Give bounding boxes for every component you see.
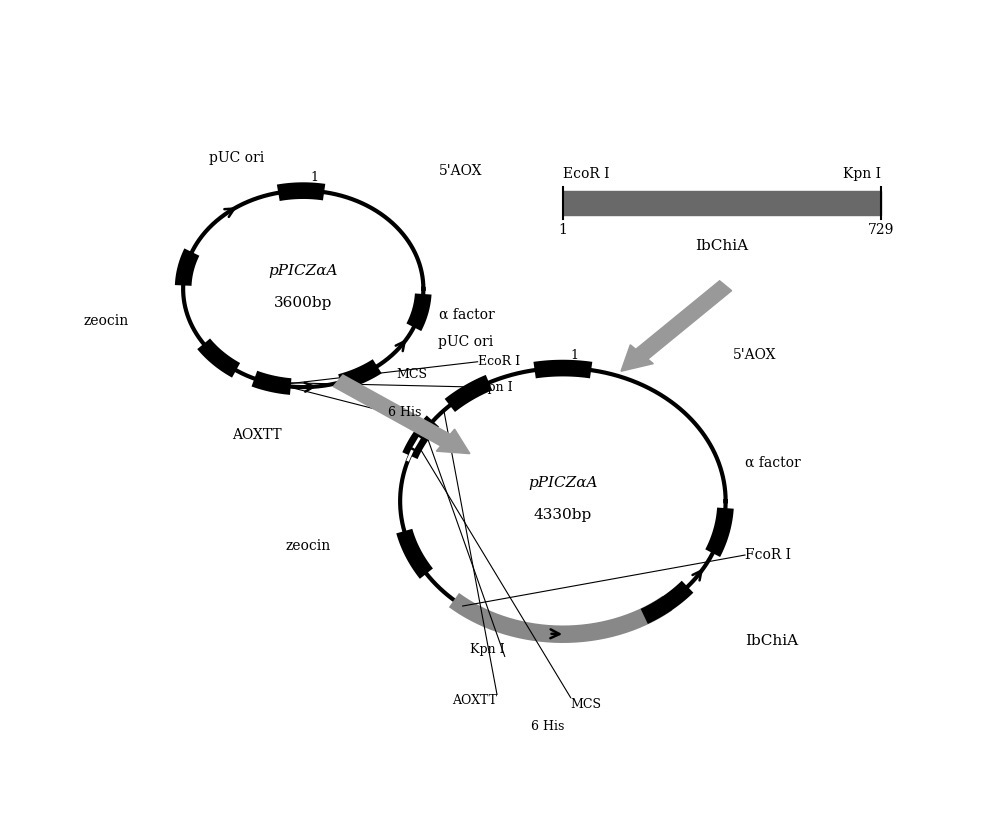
Text: pPICZαA: pPICZαA (268, 264, 338, 278)
Text: 4330bp: 4330bp (534, 508, 592, 522)
Text: α factor: α factor (745, 456, 801, 470)
Text: 3600bp: 3600bp (274, 295, 332, 309)
FancyArrow shape (621, 281, 732, 371)
Text: IbChiA: IbChiA (695, 239, 748, 253)
Text: FcoR I: FcoR I (745, 548, 791, 562)
Text: 6 His: 6 His (531, 720, 564, 732)
Text: pUC ori: pUC ori (438, 335, 493, 349)
Text: pUC ori: pUC ori (209, 151, 264, 165)
Text: EcoR I: EcoR I (563, 167, 609, 181)
Text: MCS: MCS (396, 368, 427, 381)
Text: zeocin: zeocin (285, 538, 330, 552)
Text: EcoR I: EcoR I (478, 356, 520, 368)
Text: AOXTT: AOXTT (232, 428, 282, 442)
Text: Kpn I: Kpn I (470, 644, 505, 657)
Text: 5'AOX: 5'AOX (439, 164, 482, 178)
Text: Kpn I: Kpn I (478, 380, 512, 393)
Text: 1: 1 (310, 171, 318, 184)
Text: 729: 729 (867, 223, 894, 237)
Text: Kpn I: Kpn I (843, 167, 881, 181)
Text: α factor: α factor (439, 307, 495, 321)
Text: AOXTT: AOXTT (452, 695, 497, 708)
Text: 6 His: 6 His (388, 406, 422, 419)
FancyArrow shape (333, 375, 470, 453)
Text: pPICZαA: pPICZαA (528, 477, 598, 491)
Text: 5'AOX: 5'AOX (733, 348, 777, 362)
Text: 1: 1 (558, 223, 567, 237)
Text: zeocin: zeocin (84, 314, 129, 328)
Text: MCS: MCS (571, 698, 602, 710)
Bar (563, 191, 881, 216)
Text: IbChiA: IbChiA (745, 634, 798, 648)
Text: 1: 1 (570, 349, 578, 362)
